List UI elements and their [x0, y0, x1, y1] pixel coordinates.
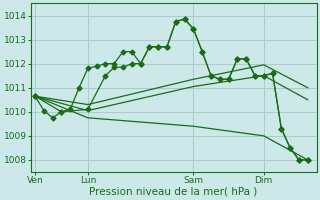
X-axis label: Pression niveau de la mer( hPa ): Pression niveau de la mer( hPa ) [90, 187, 258, 197]
